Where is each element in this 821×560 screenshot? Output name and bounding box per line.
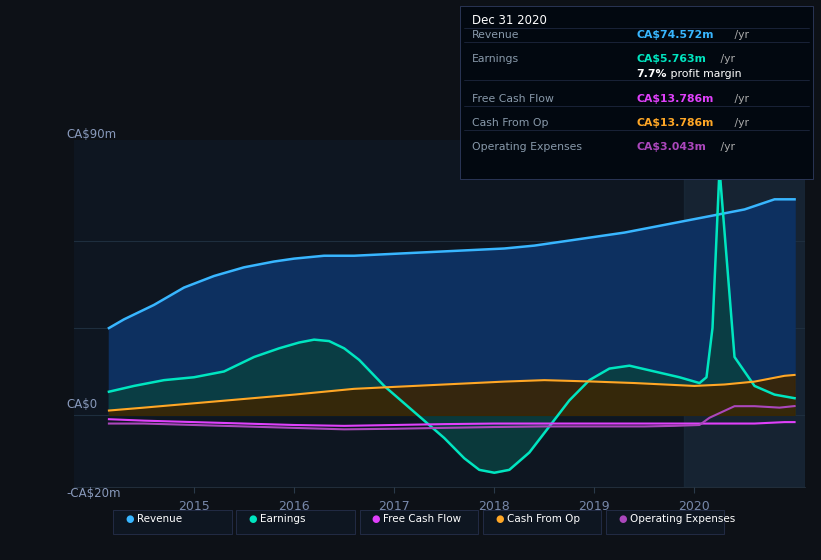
Text: CA$3.043m: CA$3.043m: [636, 142, 706, 152]
Text: CA$5.763m: CA$5.763m: [636, 54, 706, 64]
Bar: [685, 140, 805, 487]
Text: -CA$20m: -CA$20m: [67, 487, 121, 500]
Text: ●: ●: [495, 514, 503, 524]
Text: Earnings: Earnings: [472, 54, 519, 64]
Text: ●: ●: [618, 514, 626, 524]
Text: /yr: /yr: [731, 94, 749, 104]
Text: CA$74.572m: CA$74.572m: [636, 30, 713, 40]
Text: Revenue: Revenue: [137, 514, 182, 524]
Text: Dec 31 2020: Dec 31 2020: [472, 14, 547, 27]
Text: /yr: /yr: [731, 118, 749, 128]
Text: Revenue: Revenue: [472, 30, 520, 40]
Text: Operating Expenses: Operating Expenses: [630, 514, 735, 524]
Text: Operating Expenses: Operating Expenses: [472, 142, 582, 152]
Text: CA$13.786m: CA$13.786m: [636, 118, 713, 128]
Text: Cash From Op: Cash From Op: [472, 118, 548, 128]
Text: /yr: /yr: [717, 54, 735, 64]
Text: /yr: /yr: [731, 30, 749, 40]
Text: ●: ●: [372, 514, 380, 524]
Text: CA$13.786m: CA$13.786m: [636, 94, 713, 104]
Text: /yr: /yr: [717, 142, 735, 152]
Text: profit margin: profit margin: [667, 69, 742, 80]
Text: Cash From Op: Cash From Op: [507, 514, 580, 524]
Text: Free Cash Flow: Free Cash Flow: [472, 94, 554, 104]
Text: Earnings: Earnings: [260, 514, 305, 524]
Text: ●: ●: [249, 514, 257, 524]
Text: ●: ●: [126, 514, 134, 524]
Text: CA$90m: CA$90m: [67, 128, 117, 141]
Text: CA$0: CA$0: [67, 398, 98, 412]
Text: Free Cash Flow: Free Cash Flow: [383, 514, 461, 524]
Text: 7.7%: 7.7%: [636, 69, 667, 80]
